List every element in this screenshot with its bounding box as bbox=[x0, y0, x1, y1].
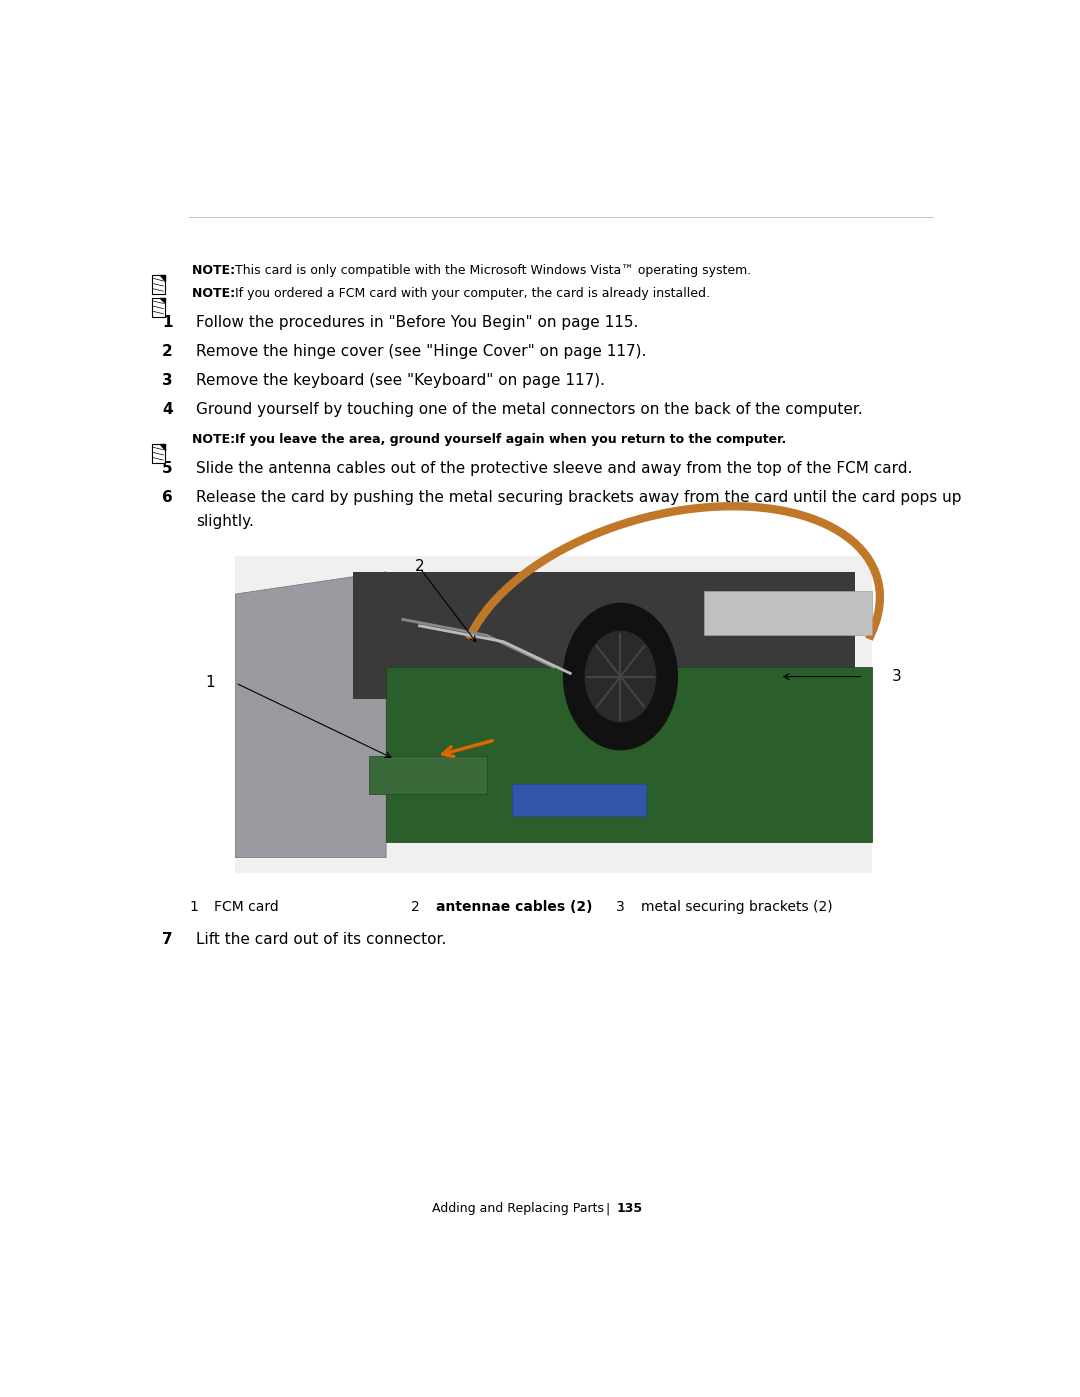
Text: NOTE:: NOTE: bbox=[192, 433, 240, 446]
Text: This card is only compatible with the Microsoft Windows Vista™ operating system.: This card is only compatible with the Mi… bbox=[235, 264, 752, 278]
Text: |: | bbox=[606, 1203, 610, 1215]
Polygon shape bbox=[160, 275, 165, 281]
Text: 3: 3 bbox=[162, 373, 173, 388]
Text: 5: 5 bbox=[162, 461, 173, 476]
Polygon shape bbox=[235, 571, 387, 858]
Text: 135: 135 bbox=[617, 1203, 643, 1215]
Text: 7: 7 bbox=[162, 932, 173, 947]
Bar bbox=[151, 275, 165, 295]
Text: metal securing brackets (2): metal securing brackets (2) bbox=[642, 900, 833, 914]
Bar bbox=[352, 571, 855, 698]
Text: 2: 2 bbox=[411, 900, 420, 914]
Text: 1: 1 bbox=[205, 675, 215, 690]
Polygon shape bbox=[160, 298, 165, 303]
Text: If you ordered a FCM card with your computer, the card is already installed.: If you ordered a FCM card with your comp… bbox=[235, 286, 711, 300]
Text: Remove the hinge cover (see "Hinge Cover" on page 117).: Remove the hinge cover (see "Hinge Cover… bbox=[195, 344, 646, 359]
Text: NOTE:: NOTE: bbox=[192, 286, 240, 300]
Text: 2: 2 bbox=[415, 559, 424, 574]
Text: 4: 4 bbox=[162, 402, 173, 418]
Text: 1: 1 bbox=[162, 314, 173, 330]
Text: Ground yourself by touching one of the metal connectors on the back of the compu: Ground yourself by touching one of the m… bbox=[195, 402, 863, 418]
Text: FCM card: FCM card bbox=[214, 900, 279, 914]
Text: Adding and Replacing Parts: Adding and Replacing Parts bbox=[432, 1203, 604, 1215]
Text: 2: 2 bbox=[162, 344, 173, 359]
Circle shape bbox=[585, 631, 656, 722]
FancyArrowPatch shape bbox=[443, 740, 492, 756]
Bar bbox=[512, 785, 646, 816]
Text: slightly.: slightly. bbox=[195, 514, 254, 529]
Polygon shape bbox=[160, 444, 165, 450]
Text: Release the card by pushing the metal securing brackets away from the card until: Release the card by pushing the metal se… bbox=[195, 490, 961, 506]
Text: Slide the antenna cables out of the protective sleeve and away from the top of t: Slide the antenna cables out of the prot… bbox=[195, 461, 913, 476]
Text: antennae cables (2): antennae cables (2) bbox=[436, 900, 593, 914]
Text: Lift the card out of its connector.: Lift the card out of its connector. bbox=[195, 932, 446, 947]
Bar bbox=[151, 444, 165, 462]
Circle shape bbox=[564, 604, 677, 750]
Text: 3: 3 bbox=[617, 900, 625, 914]
Text: If you leave the area, ground yourself again when you return to the computer.: If you leave the area, ground yourself a… bbox=[235, 433, 786, 446]
Text: 1: 1 bbox=[189, 900, 198, 914]
Bar bbox=[369, 756, 486, 793]
Text: NOTE:: NOTE: bbox=[192, 264, 240, 278]
Bar bbox=[387, 666, 872, 841]
Bar bbox=[151, 298, 165, 317]
Bar bbox=[235, 556, 872, 873]
Text: Remove the keyboard (see "Keyboard" on page 117).: Remove the keyboard (see "Keyboard" on p… bbox=[195, 373, 605, 388]
Text: 3: 3 bbox=[892, 669, 902, 685]
Bar bbox=[704, 591, 872, 636]
Text: Follow the procedures in "Before You Begin" on page 115.: Follow the procedures in "Before You Beg… bbox=[195, 314, 638, 330]
Text: 6: 6 bbox=[162, 490, 173, 506]
